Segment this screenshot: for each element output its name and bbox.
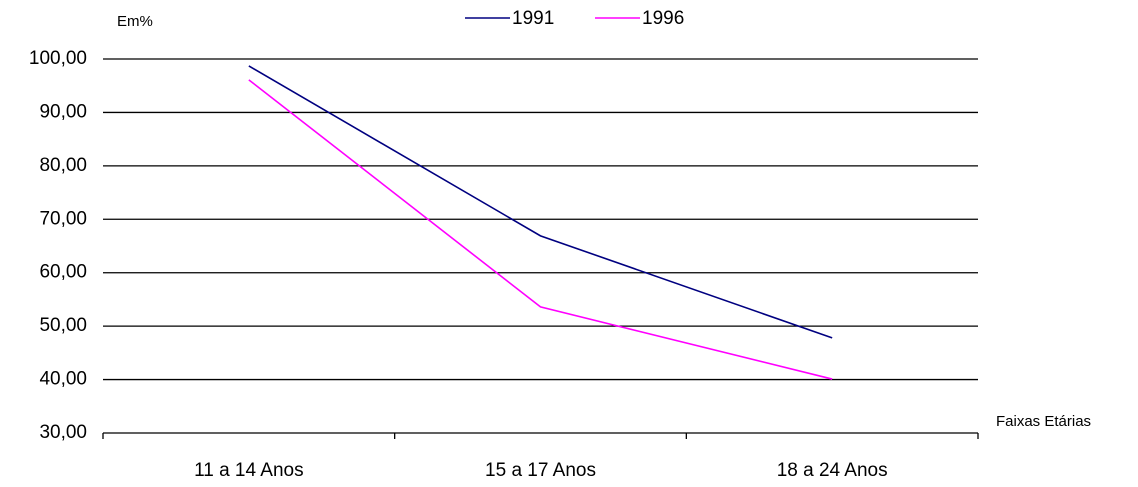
y-axis-label: Em% [117,13,153,30]
y-tick-label: 30,00 [39,422,87,443]
y-tick-label: 70,00 [39,208,87,229]
x-tick-label: 15 a 17 Anos [485,460,596,481]
y-tick-label: 90,00 [39,101,87,122]
y-tick-label: 80,00 [39,155,87,176]
line-series [248,79,833,380]
y-tick-label: 40,00 [39,369,87,390]
x-tick-label: 18 a 24 Anos [777,460,888,481]
line-series [248,65,833,339]
y-tick-label: 50,00 [39,315,87,336]
x-axis-label: Faixas Etárias [996,413,1091,430]
legend-label: 1996 [642,8,684,29]
legend-label: 1991 [512,8,554,29]
x-tick-label: 11 a 14 Anos [194,460,304,481]
y-tick-label: 100,00 [29,48,87,69]
y-tick-label: 60,00 [39,262,87,283]
